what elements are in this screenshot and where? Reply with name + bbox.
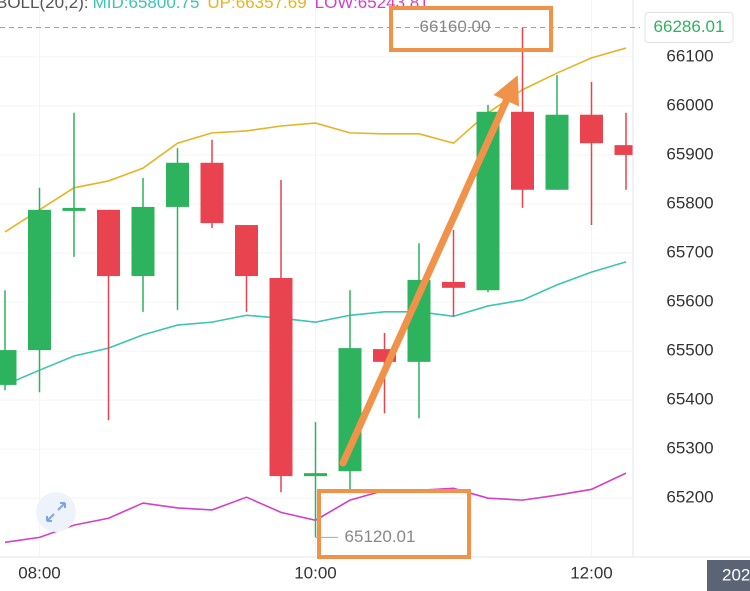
- y-tick-label: 65300: [666, 439, 713, 458]
- candle-body: [511, 111, 534, 190]
- current-price: 66286.01: [654, 17, 725, 36]
- legend-value: 65800.75: [129, 0, 200, 12]
- highlight-box: [317, 489, 471, 559]
- candle-body: [28, 209, 51, 351]
- indicator-legend: BOLL(20,2): MID:65800.75 UP:66357.69 LOW:65…: [0, 0, 429, 12]
- y-tick-label: 65400: [666, 390, 713, 409]
- y-tick-label: 65500: [666, 341, 713, 360]
- candle-body: [200, 162, 224, 224]
- date-label: 202: [722, 565, 750, 584]
- date-box: [707, 560, 750, 591]
- x-tick-label: 08:00: [18, 563, 61, 582]
- trend-arrow: [339, 75, 520, 467]
- indicator-name: BOLL(20,2):: [0, 0, 89, 12]
- candle-body: [62, 207, 86, 211]
- candle-body: [304, 473, 327, 477]
- current-price-box: [644, 11, 734, 43]
- expand-icon: [46, 502, 66, 522]
- candle-body: [545, 114, 569, 190]
- candle-body: [166, 162, 189, 207]
- y-tick-label: 66000: [666, 95, 713, 114]
- candle-body: [0, 350, 17, 385]
- legend-name: UP:: [207, 0, 235, 12]
- candle-body: [97, 209, 120, 277]
- legend-value: 66357.69: [236, 0, 307, 12]
- highlight-box: [389, 6, 553, 52]
- candle-body: [269, 278, 293, 477]
- y-tick-label: 65700: [666, 242, 713, 261]
- candle-body: [614, 145, 633, 155]
- y-tick-label: 65800: [666, 193, 713, 212]
- y-tick-label: 65200: [666, 488, 713, 507]
- y-tick-label: 65900: [666, 144, 713, 163]
- candle-body: [131, 206, 155, 277]
- x-tick-label: 12:00: [570, 563, 613, 582]
- candle-body: [235, 225, 258, 277]
- low-marker-label: 65120.01: [345, 527, 416, 546]
- y-tick-label: 66100: [666, 46, 713, 65]
- x-tick-label: 10:00: [294, 563, 337, 582]
- legend-name: LOW:: [315, 0, 358, 12]
- y-tick-label: 65600: [666, 292, 713, 311]
- expand-button[interactable]: [36, 492, 76, 532]
- candle-body: [442, 281, 465, 288]
- candle-body: [580, 114, 603, 144]
- legend-name: MID:: [93, 0, 129, 12]
- high-marker-label: 66160.00: [420, 17, 491, 36]
